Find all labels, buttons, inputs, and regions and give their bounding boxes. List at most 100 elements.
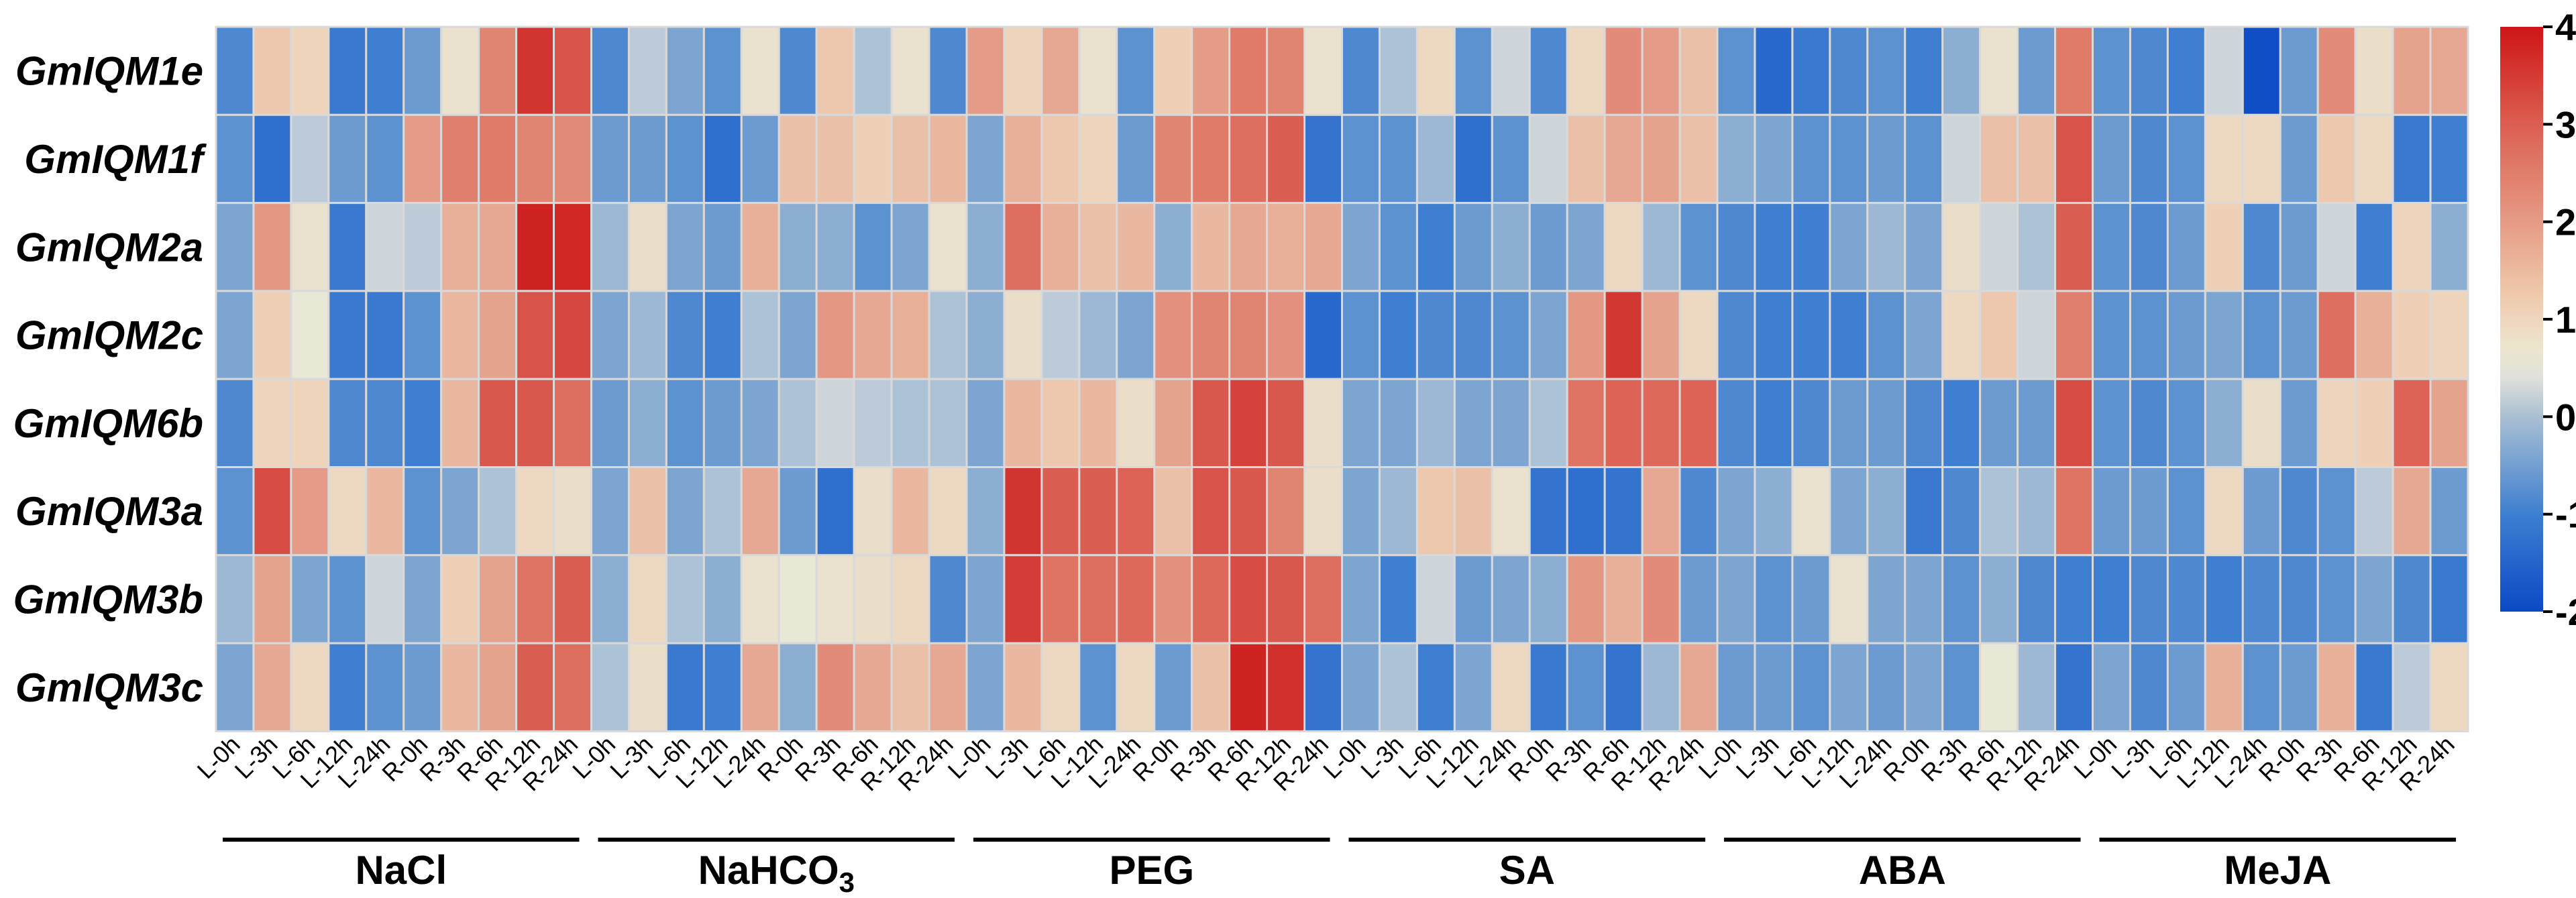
heatmap-cell [2392, 113, 2432, 205]
heatmap-cell [1266, 378, 1306, 469]
heatmap-cell [2017, 290, 2057, 380]
heatmap-cell [1228, 378, 1269, 469]
heatmap-cell [665, 554, 705, 644]
heatmap-cell [553, 466, 592, 557]
heatmap-cell [1491, 113, 1531, 205]
heatmap-cell [365, 554, 405, 644]
heatmap-cell [1228, 25, 1269, 116]
heatmap-cell [2241, 554, 2282, 644]
heatmap-cell [1566, 202, 1606, 292]
heatmap-cell [590, 466, 630, 557]
heatmap-cell [1603, 378, 1644, 469]
heatmap-cell [1191, 466, 1231, 557]
heatmap-cell [2279, 642, 2319, 732]
heatmap-cell [1829, 642, 1869, 732]
heatmap-cell [928, 378, 968, 469]
heatmap-cell [252, 466, 292, 557]
heatmap-cell [1641, 25, 1681, 116]
heatmap-cell [1904, 113, 1944, 205]
heatmap-cell [1191, 554, 1231, 644]
heatmap-cell [815, 466, 855, 557]
heatmap-cell [740, 554, 780, 644]
heatmap-cell [2241, 25, 2282, 116]
heatmap-cell [1716, 202, 1756, 292]
heatmap-cell [2204, 554, 2244, 644]
heatmap-cell [1153, 113, 1193, 205]
heatmap-cell [702, 642, 743, 732]
heatmap-cell [1415, 378, 1456, 469]
heatmap-cell [440, 378, 480, 469]
heatmap-cell [327, 642, 368, 732]
heatmap-cell [2241, 378, 2282, 469]
heatmap-cell [2392, 466, 2432, 557]
heatmap-cell [2092, 25, 2131, 116]
heatmap-cell [815, 378, 855, 469]
heatmap-cell [815, 25, 855, 116]
heatmap-cell [1040, 202, 1081, 292]
heatmap-cell [777, 290, 818, 380]
heatmap-cell [627, 202, 667, 292]
heatmap-cell [440, 202, 480, 292]
heatmap-cell [2316, 202, 2357, 292]
heatmap-cell [1754, 466, 1794, 557]
heatmap-cell [1566, 113, 1606, 205]
heatmap-cell [853, 378, 893, 469]
heatmap-cell [1303, 378, 1344, 469]
heatmap-cell [1678, 202, 1719, 292]
heatmap-cell [1603, 466, 1644, 557]
heatmap-cell [402, 202, 443, 292]
heatmap-cell [2392, 554, 2432, 644]
heatmap-cell [1866, 642, 1907, 732]
heatmap-cell [1116, 378, 1156, 469]
heatmap-cell [2316, 642, 2357, 732]
heatmap-cell [2204, 290, 2244, 380]
heatmap-cell [2017, 642, 2057, 732]
row-labels: GmIQM1e GmIQM1f GmIQM2a GmIQM2c GmIQM6b GmIQM… [13, 49, 207, 710]
heatmap-cell [1453, 554, 1493, 644]
heatmap-cell [627, 466, 667, 557]
heatmap-cell [965, 113, 1006, 205]
heatmap-cell [1566, 642, 1606, 732]
heatmap-cell [2092, 202, 2131, 292]
heatmap-cell [2092, 642, 2131, 732]
colorbar-tick-label: 1 [2555, 298, 2576, 341]
heatmap-cell [1716, 642, 1756, 732]
heatmap-cell [2316, 554, 2357, 644]
heatmap-cell [1941, 466, 1982, 557]
heatmap-cell [1378, 466, 1418, 557]
heatmap-cell [1078, 202, 1118, 292]
heatmap-cell [702, 290, 743, 380]
heatmap-cell [1415, 466, 1456, 557]
heatmap-cell [2279, 378, 2319, 469]
heatmap-cell [1415, 113, 1456, 205]
heatmap-cell [2429, 378, 2469, 469]
heatmap-cell [478, 113, 518, 205]
heatmap-cell [2054, 378, 2094, 469]
heatmap-cell [553, 290, 592, 380]
heatmap-cell [815, 202, 855, 292]
row-label: GmIQM6b [13, 401, 203, 446]
heatmap-cell [1266, 466, 1306, 557]
heatmap-cell [1528, 642, 1568, 732]
heatmap-cell [590, 202, 630, 292]
heatmap-cell [1641, 202, 1681, 292]
heatmap-cell [965, 25, 1006, 116]
heatmap-cell [290, 290, 330, 380]
heatmap-cell [590, 378, 630, 469]
heatmap-cell [1266, 113, 1306, 205]
heatmap-cell [2279, 25, 2319, 116]
group-label: ABA [1859, 848, 1946, 893]
heatmap-cell [1603, 25, 1644, 116]
heatmap-cell [1153, 202, 1193, 292]
heatmap-cell [478, 554, 518, 644]
heatmap-cell [2129, 113, 2169, 205]
heatmap-cell [1453, 290, 1493, 380]
heatmap-cell [365, 466, 405, 557]
heatmap-cell [1040, 25, 1081, 116]
heatmap-cell [2092, 378, 2131, 469]
colorbar-tick-label: 4 [2555, 6, 2576, 48]
heatmap-cell [965, 378, 1006, 469]
heatmap-cell [665, 466, 705, 557]
heatmap-cell [252, 25, 292, 116]
heatmap-cell [2279, 202, 2319, 292]
